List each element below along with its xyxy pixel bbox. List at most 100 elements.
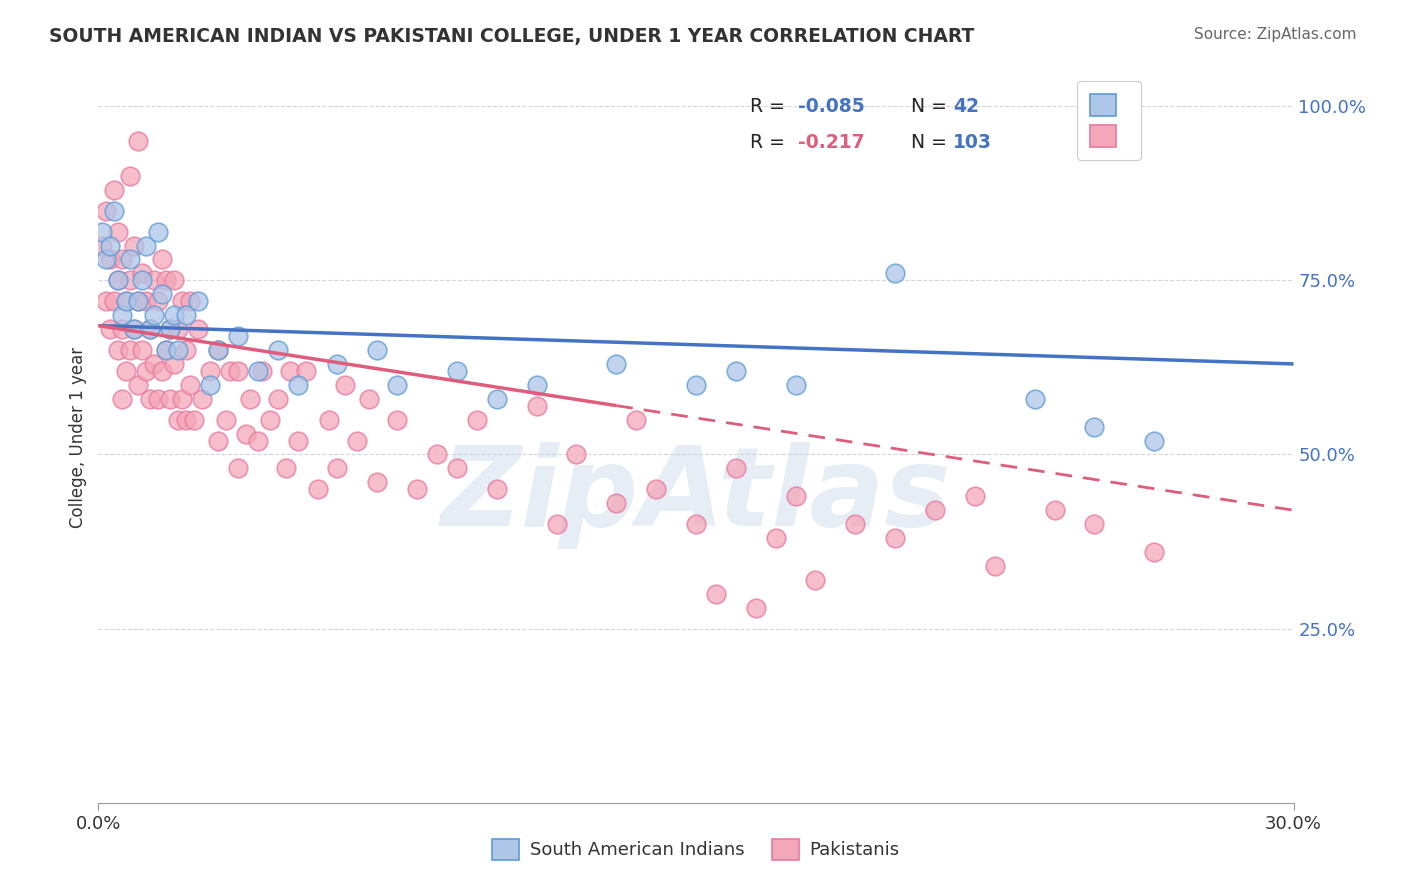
Point bbox=[139, 392, 162, 406]
Point bbox=[198, 377, 221, 392]
Point bbox=[318, 412, 340, 426]
Point bbox=[226, 364, 249, 378]
Point bbox=[103, 183, 125, 197]
Point bbox=[148, 294, 170, 309]
Point bbox=[163, 357, 186, 371]
Point bbox=[155, 343, 177, 357]
Point bbox=[179, 377, 201, 392]
Point bbox=[346, 434, 368, 448]
Point bbox=[127, 377, 149, 392]
Point bbox=[207, 343, 229, 357]
Point bbox=[120, 169, 142, 183]
Point bbox=[307, 483, 329, 497]
Point bbox=[326, 461, 349, 475]
Point bbox=[174, 308, 197, 322]
Text: N =: N = bbox=[911, 96, 953, 116]
Text: R =: R = bbox=[749, 133, 790, 153]
Point bbox=[844, 517, 866, 532]
Point bbox=[187, 322, 209, 336]
Point bbox=[124, 238, 146, 252]
Point bbox=[1143, 434, 1166, 448]
Point bbox=[785, 489, 807, 503]
Point bbox=[120, 343, 142, 357]
Point bbox=[103, 294, 125, 309]
Point bbox=[127, 294, 149, 309]
Point bbox=[103, 203, 125, 218]
Point bbox=[179, 294, 201, 309]
Point bbox=[226, 329, 249, 343]
Point bbox=[226, 461, 249, 475]
Point bbox=[605, 496, 627, 510]
Point bbox=[120, 252, 142, 267]
Text: R =: R = bbox=[749, 96, 790, 116]
Point bbox=[485, 483, 508, 497]
Point bbox=[385, 412, 409, 426]
Point bbox=[1043, 503, 1066, 517]
Point bbox=[626, 412, 648, 426]
Text: 42: 42 bbox=[953, 96, 979, 116]
Point bbox=[267, 392, 290, 406]
Point bbox=[143, 308, 166, 322]
Point bbox=[159, 392, 181, 406]
Point bbox=[120, 273, 142, 287]
Point bbox=[115, 294, 138, 309]
Point bbox=[98, 252, 122, 267]
Point bbox=[446, 364, 468, 378]
Point bbox=[107, 273, 129, 287]
Point bbox=[246, 434, 269, 448]
Point bbox=[111, 322, 134, 336]
Point bbox=[124, 322, 146, 336]
Point bbox=[143, 273, 166, 287]
Point bbox=[207, 343, 229, 357]
Point bbox=[127, 294, 149, 309]
Text: -0.217: -0.217 bbox=[797, 133, 865, 153]
Point bbox=[131, 343, 153, 357]
Point bbox=[526, 399, 548, 413]
Point bbox=[150, 252, 173, 267]
Point bbox=[131, 273, 153, 287]
Point bbox=[446, 461, 468, 475]
Point bbox=[335, 377, 357, 392]
Point bbox=[207, 434, 229, 448]
Point bbox=[135, 294, 157, 309]
Point bbox=[250, 364, 273, 378]
Point bbox=[131, 266, 153, 280]
Point bbox=[143, 357, 166, 371]
Point bbox=[724, 364, 747, 378]
Point bbox=[287, 434, 309, 448]
Point bbox=[884, 266, 907, 280]
Point bbox=[96, 252, 118, 267]
Point bbox=[235, 426, 257, 441]
Text: 103: 103 bbox=[953, 133, 991, 153]
Point bbox=[150, 287, 173, 301]
Point bbox=[426, 448, 449, 462]
Point bbox=[174, 412, 197, 426]
Point bbox=[91, 238, 114, 252]
Point bbox=[219, 364, 242, 378]
Point bbox=[155, 343, 177, 357]
Point bbox=[148, 392, 170, 406]
Point bbox=[198, 364, 221, 378]
Point bbox=[115, 364, 138, 378]
Point bbox=[135, 364, 157, 378]
Y-axis label: College, Under 1 year: College, Under 1 year bbox=[69, 346, 87, 528]
Text: ZipAtlas: ZipAtlas bbox=[440, 442, 952, 549]
Point bbox=[546, 517, 568, 532]
Point bbox=[115, 294, 138, 309]
Point bbox=[139, 322, 162, 336]
Text: -0.085: -0.085 bbox=[797, 96, 865, 116]
Point bbox=[163, 273, 186, 287]
Point bbox=[159, 322, 181, 336]
Point bbox=[294, 364, 316, 378]
Point bbox=[148, 225, 170, 239]
Point bbox=[884, 531, 907, 545]
Point bbox=[685, 377, 707, 392]
Point bbox=[745, 600, 768, 615]
Point bbox=[215, 412, 238, 426]
Text: Source: ZipAtlas.com: Source: ZipAtlas.com bbox=[1194, 27, 1357, 42]
Point bbox=[359, 392, 381, 406]
Point bbox=[139, 322, 162, 336]
Point bbox=[174, 343, 197, 357]
Point bbox=[107, 225, 129, 239]
Point bbox=[724, 461, 747, 475]
